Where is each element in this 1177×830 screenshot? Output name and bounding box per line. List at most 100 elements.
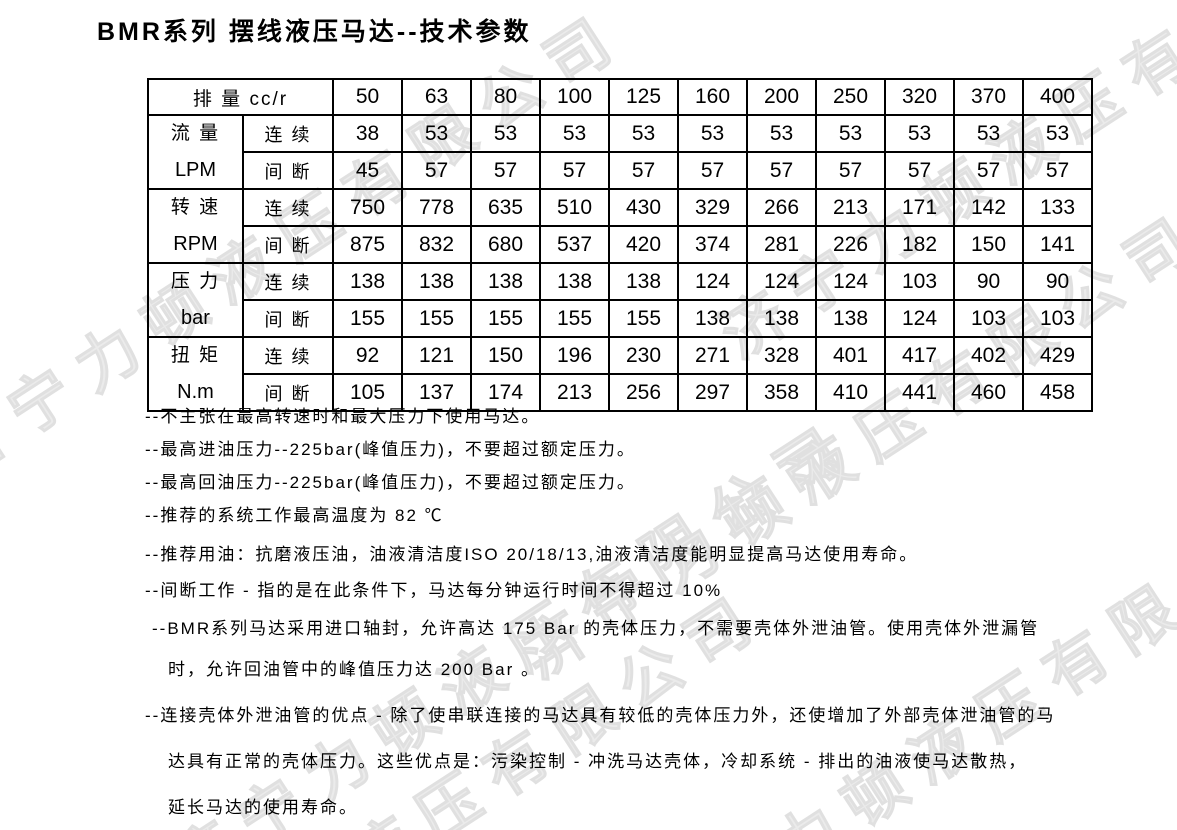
value-cell: 53 — [746, 114, 817, 153]
value-cell: 328 — [746, 336, 817, 375]
value-cell: 57 — [884, 151, 955, 190]
value-cell: 137 — [401, 373, 472, 412]
value-cell: 121 — [401, 336, 472, 375]
displacement-header: 125 — [608, 78, 679, 116]
value-cell: 401 — [815, 336, 886, 375]
value-cell: 138 — [746, 299, 817, 338]
value-cell: 53 — [470, 114, 541, 153]
mode-label-cell: 连 续 — [242, 262, 334, 301]
value-cell: 150 — [470, 336, 541, 375]
value-cell: 138 — [401, 262, 472, 301]
quantity-unit: LPM — [174, 159, 217, 181]
displacement-header: 50 — [332, 78, 403, 116]
table-row: 流 量 LPM 连 续 38 53 53 53 53 53 53 53 53 53 53 — [147, 114, 1093, 190]
value-cell: 105 — [332, 373, 403, 412]
value-cell: 124 — [746, 262, 817, 301]
value-cell: 226 — [815, 225, 886, 264]
value-cell: 53 — [1022, 114, 1093, 153]
value-cell: 103 — [1022, 299, 1093, 338]
value-cell: 256 — [608, 373, 679, 412]
value-cell: 53 — [539, 114, 610, 153]
value-cell: 45 — [332, 151, 403, 190]
note-line: --最高回油压力--225bar(峰值压力)，不要超过额定压力。 — [145, 473, 636, 492]
value-cell: 155 — [608, 299, 679, 338]
value-cell: 133 — [1022, 188, 1093, 227]
quantity-name: 转 速 — [170, 197, 221, 218]
value-cell: 458 — [1022, 373, 1093, 412]
mode-label-cell: 连 续 — [242, 114, 334, 153]
value-cell: 510 — [539, 188, 610, 227]
value-cell: 875 — [332, 225, 403, 264]
mode-label-cell: 间 断 — [242, 151, 334, 190]
value-cell: 141 — [1022, 225, 1093, 264]
value-cell: 57 — [539, 151, 610, 190]
quantity-name: 压 力 — [170, 271, 221, 292]
value-cell: 420 — [608, 225, 679, 264]
value-cell: 374 — [677, 225, 748, 264]
note-line: --连接壳体外泄油管的优点 - 除了使串联连接的马达具有较低的壳体压力外，还使增… — [145, 706, 1056, 725]
value-cell: 155 — [332, 299, 403, 338]
value-cell: 266 — [746, 188, 817, 227]
value-cell: 281 — [746, 225, 817, 264]
value-cell: 150 — [953, 225, 1024, 264]
value-cell: 171 — [884, 188, 955, 227]
value-cell: 53 — [401, 114, 472, 153]
value-cell: 138 — [470, 262, 541, 301]
value-cell: 53 — [815, 114, 886, 153]
table-row: 间 断 105 137 174 213 256 297 358 410 441 460 458 — [148, 373, 1093, 412]
value-cell: 124 — [884, 299, 955, 338]
note-line: --推荐用油：抗磨液压油，油液清洁度ISO 20/18/13,油液清洁度能明显提… — [145, 545, 919, 564]
value-cell: 57 — [815, 151, 886, 190]
value-cell: 750 — [332, 188, 403, 227]
value-cell: 57 — [608, 151, 679, 190]
value-cell: 103 — [953, 299, 1024, 338]
table-row: 转 速 RPM 连 续 750 778 635 510 430 329 266 213 171 142 1… — [147, 188, 1093, 264]
displacement-header: 400 — [1022, 78, 1093, 116]
value-cell: 138 — [608, 262, 679, 301]
value-cell: 778 — [401, 188, 472, 227]
note-line: 达具有正常的壳体压力。这些优点是：污染控制 - 冲洗马达壳体，冷却系统 - 排出… — [168, 752, 1028, 771]
value-cell: 53 — [608, 114, 679, 153]
value-cell: 138 — [815, 299, 886, 338]
value-cell: 57 — [677, 151, 748, 190]
value-cell: 124 — [815, 262, 886, 301]
spec-table-body: 流 量 LPM 连 续 38 53 53 53 53 53 53 53 53 53 53 间 断 45 57 57… — [147, 114, 1093, 412]
displacement-header: 320 — [884, 78, 955, 116]
note-line: --不主张在最高转速时和最大压力下使用马达。 — [145, 407, 541, 426]
value-cell: 53 — [677, 114, 748, 153]
note-line: 延长马达的使用寿命。 — [168, 798, 358, 817]
value-cell: 57 — [1022, 151, 1093, 190]
value-cell: 57 — [746, 151, 817, 190]
value-cell: 103 — [884, 262, 955, 301]
quantity-name: 流 量 — [170, 123, 221, 144]
mode-label-cell: 连 续 — [242, 336, 334, 375]
displacement-header: 80 — [470, 78, 541, 116]
value-cell: 182 — [884, 225, 955, 264]
value-cell: 53 — [884, 114, 955, 153]
displacement-header-label: 排 量 cc/r — [147, 78, 334, 116]
displacement-header: 370 — [953, 78, 1024, 116]
displacement-header: 100 — [539, 78, 610, 116]
displacement-header: 160 — [677, 78, 748, 116]
value-cell: 680 — [470, 225, 541, 264]
quantity-label-cell: 扭 矩 N.m — [147, 336, 244, 412]
quantity-label-cell: 压 力 bar — [147, 262, 244, 338]
note-line: --间断工作 - 指的是在此条件下，马达每分钟运行时间不得超过 10% — [145, 581, 723, 600]
value-cell: 53 — [953, 114, 1024, 153]
value-cell: 142 — [953, 188, 1024, 227]
value-cell: 635 — [470, 188, 541, 227]
page-title: BMR系列 摆线液压马达--技术参数 — [97, 18, 532, 46]
displacement-header: 200 — [746, 78, 817, 116]
value-cell: 417 — [884, 336, 955, 375]
value-cell: 138 — [677, 299, 748, 338]
value-cell: 174 — [470, 373, 541, 412]
value-cell: 441 — [884, 373, 955, 412]
table-row: 间 断 875 832 680 537 420 374 281 226 182 150 141 — [148, 225, 1093, 264]
header-row: 排 量 cc/r 50 63 80 100 125 160 200 250 320 370 400 — [147, 78, 1093, 116]
quantity-name: 扭 矩 — [170, 345, 221, 366]
spec-table-head: 排 量 cc/r 50 63 80 100 125 160 200 250 320 370 400 — [147, 78, 1093, 116]
value-cell: 358 — [746, 373, 817, 412]
value-cell: 410 — [815, 373, 886, 412]
value-cell: 155 — [470, 299, 541, 338]
spec-table: 排 量 cc/r 50 63 80 100 125 160 200 250 320 370 400 流… — [147, 78, 1093, 412]
